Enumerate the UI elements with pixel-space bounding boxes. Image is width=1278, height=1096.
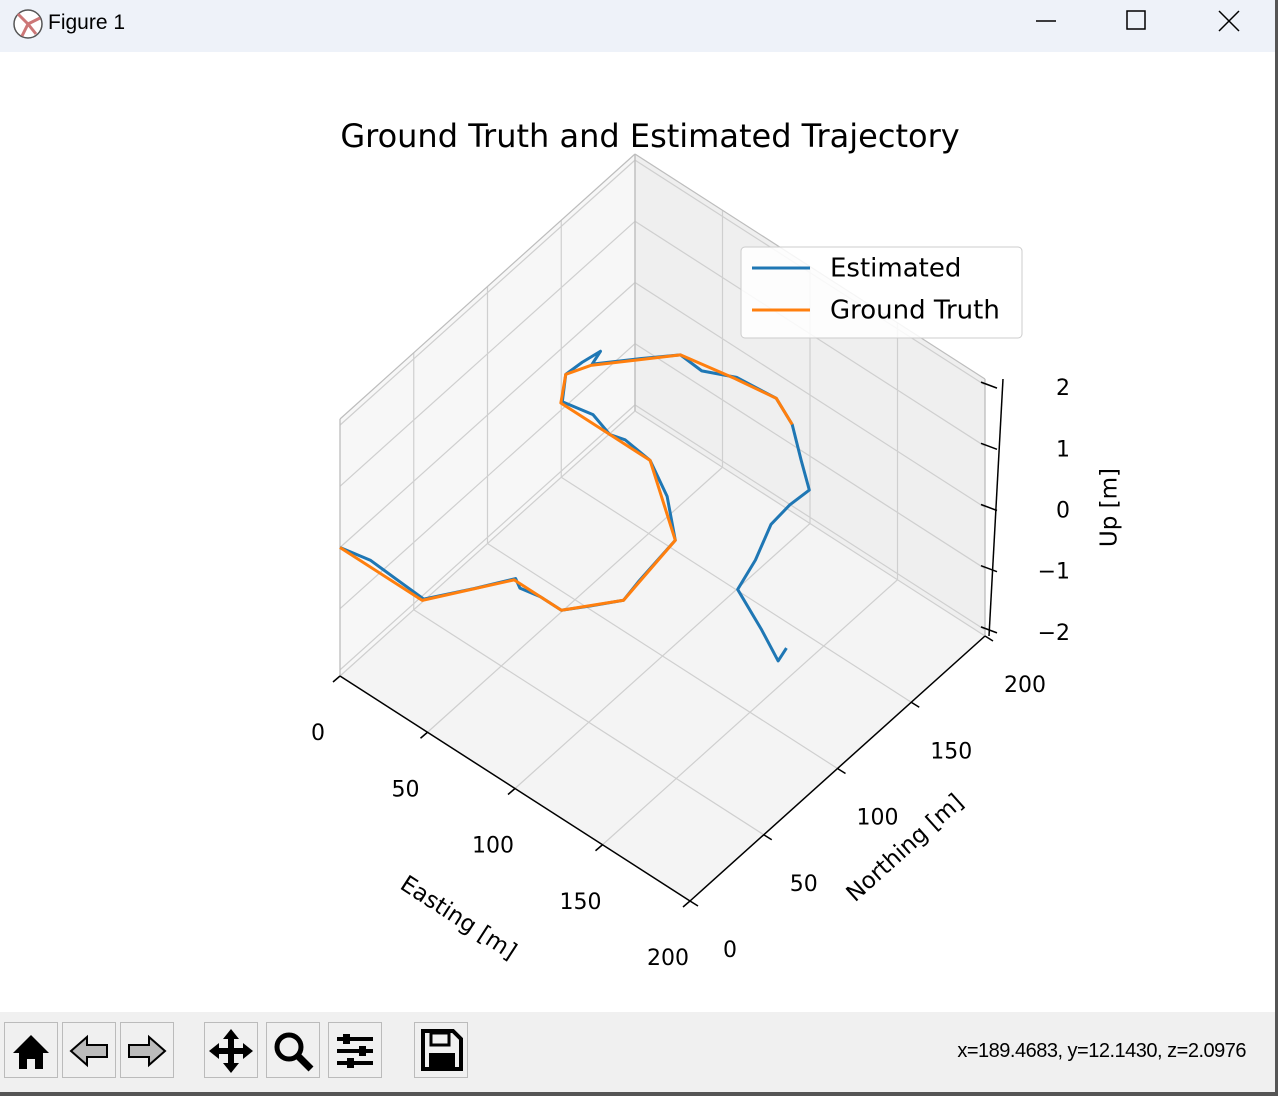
- window-title: Figure 1: [48, 11, 126, 34]
- legend-box: [740, 246, 1023, 339]
- save-button[interactable]: [414, 1022, 468, 1078]
- y-axis: [689, 635, 986, 902]
- grid-line: [634, 343, 986, 570]
- y-tick-label: 150: [930, 739, 972, 764]
- z-tick-label: 0: [1056, 499, 1070, 524]
- chart-title: Ground Truth and Estimated Trajectory: [340, 117, 959, 155]
- x-tick-label: 100: [472, 834, 514, 859]
- grid-line: [339, 159, 636, 426]
- y-tick: [910, 701, 920, 708]
- icon: [337, 1034, 373, 1068]
- home-button[interactable]: [4, 1022, 58, 1078]
- icon: [274, 1032, 314, 1072]
- z-tick-label: 1: [1056, 437, 1070, 462]
- close-button[interactable]: [1196, 0, 1266, 44]
- grid-line: [339, 282, 636, 548]
- pan-button[interactable]: [204, 1022, 258, 1078]
- z-tick: [980, 381, 998, 389]
- grid-line: [634, 281, 986, 509]
- z-axis-label: Up [m]: [1097, 468, 1123, 547]
- window-controls: [1016, 0, 1266, 44]
- y-tick: [984, 635, 994, 642]
- x-tick: [332, 675, 341, 683]
- window-border: [0, 1092, 1278, 1096]
- grid-line: [634, 404, 986, 631]
- toolbar: x=189.4683, y=12.1430, z=2.0976: [0, 1012, 1276, 1092]
- chart: Ground Truth and Estimated Trajectory 0 5…: [311, 117, 1123, 971]
- icon: [13, 1035, 49, 1069]
- y-tick-label: 0: [723, 938, 737, 963]
- back-button[interactable]: [62, 1022, 116, 1078]
- icon: [128, 1034, 167, 1068]
- z-tick-label: −1: [1038, 560, 1070, 585]
- icon: [209, 1029, 253, 1073]
- x-axis-label: Easting [m]: [395, 871, 521, 965]
- grid-line: [339, 220, 636, 487]
- x-tick-label: 0: [311, 721, 325, 746]
- y-tick-label: 50: [790, 872, 818, 897]
- maximize-button[interactable]: [1106, 0, 1166, 44]
- cursor-status: x=189.4683, y=12.1430, z=2.0976: [957, 1040, 1246, 1062]
- grid-line: [413, 609, 765, 836]
- configure-button[interactable]: [328, 1022, 382, 1078]
- x-tick: [507, 787, 516, 796]
- x-tick: [682, 900, 691, 908]
- y-tick: [837, 767, 846, 775]
- z-tick: [980, 564, 998, 573]
- title-bar: Figure 1: [0, 0, 1276, 52]
- forward-button[interactable]: [120, 1022, 174, 1078]
- z-tick: [980, 442, 998, 451]
- legend-label: Ground Truth: [830, 296, 1000, 326]
- z-axis: [988, 378, 1004, 637]
- y-tick-label: 100: [857, 806, 899, 831]
- minimize-button[interactable]: [1016, 0, 1076, 44]
- z-tick-label: 2: [1056, 376, 1070, 401]
- x-tick-label: 150: [560, 890, 602, 915]
- x-tick: [595, 844, 603, 852]
- icon: [421, 1029, 463, 1071]
- y-tick-label: 200: [1004, 673, 1046, 698]
- legend: Estimated Ground Truth: [740, 246, 1023, 339]
- x-axis: [339, 675, 691, 902]
- x-tick: [420, 731, 428, 739]
- grid-line: [634, 410, 986, 637]
- x-tick-label: 50: [392, 777, 420, 802]
- app-icon: [13, 9, 43, 39]
- y-tick: [689, 900, 699, 907]
- icon: [69, 1034, 108, 1068]
- grid-line: [339, 404, 636, 671]
- pane-edge: [339, 153, 636, 420]
- window-border: [1275, 0, 1278, 1096]
- legend-label: Estimated: [830, 254, 961, 284]
- trajectory-line: [339, 353, 794, 612]
- z-tick-label: −2: [1038, 621, 1070, 646]
- y-tick: [763, 834, 773, 841]
- x-tick-label: 200: [647, 946, 689, 971]
- grid-line: [339, 343, 636, 610]
- zoom-button[interactable]: [266, 1022, 320, 1078]
- z-tick: [980, 503, 998, 512]
- grid-line: [487, 542, 838, 770]
